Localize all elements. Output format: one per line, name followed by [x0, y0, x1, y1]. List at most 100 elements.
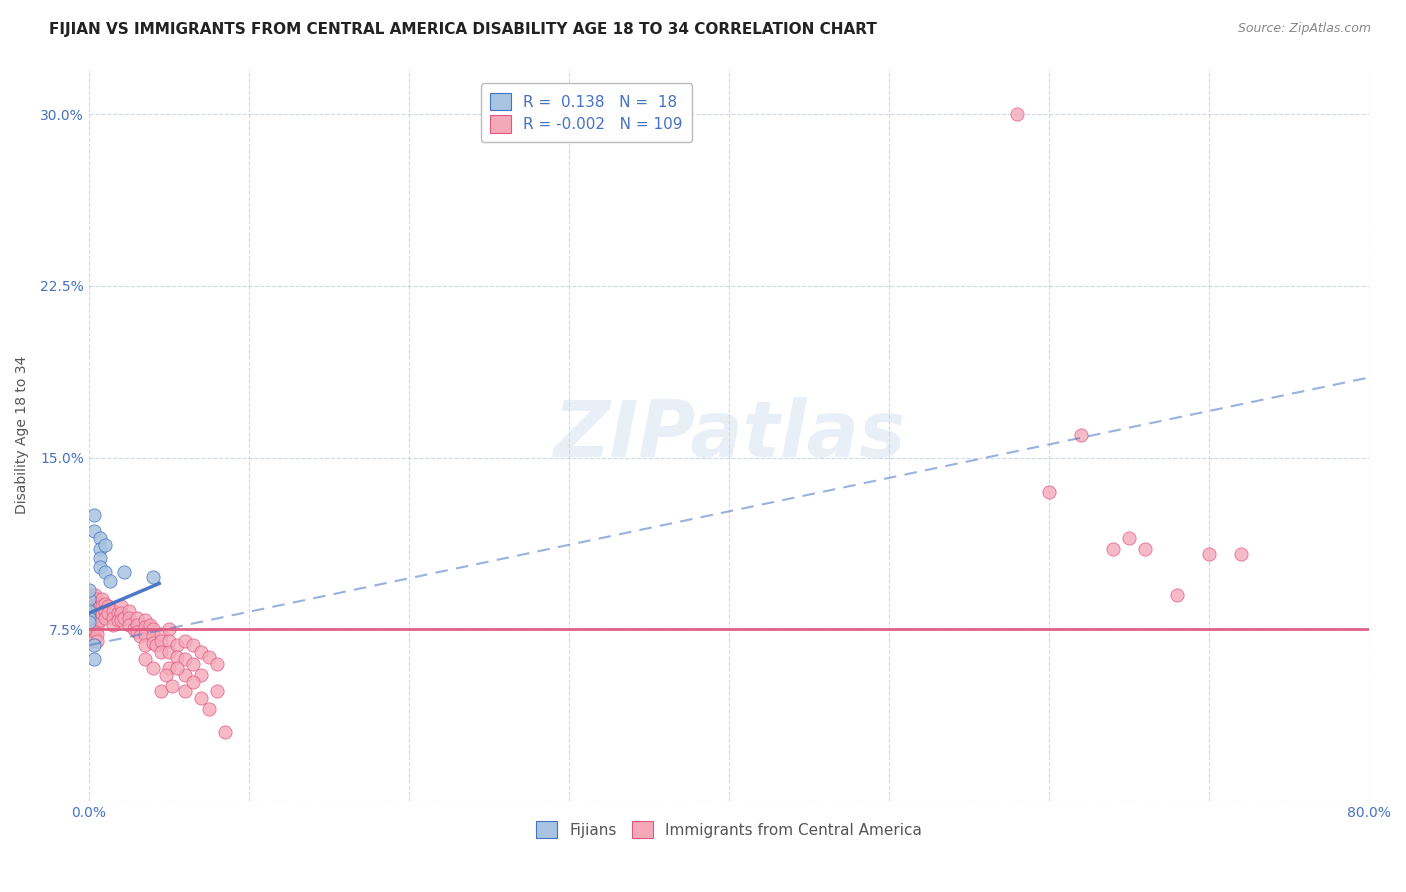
Point	[157, 661, 180, 675]
Point	[86, 606, 108, 620]
Point	[98, 574, 121, 589]
Point	[122, 622, 145, 636]
Point	[205, 657, 228, 671]
Point	[84, 624, 107, 639]
Point	[145, 638, 167, 652]
Text: FIJIAN VS IMMIGRANTS FROM CENTRAL AMERICA DISABILITY AGE 18 TO 34 CORRELATION CH: FIJIAN VS IMMIGRANTS FROM CENTRAL AMERIC…	[49, 22, 877, 37]
Point	[118, 604, 141, 618]
Point	[89, 613, 111, 627]
Point	[149, 627, 172, 641]
Point	[129, 629, 152, 643]
Point	[89, 551, 111, 566]
Point	[77, 592, 100, 607]
Point	[134, 627, 156, 641]
Point	[1230, 547, 1253, 561]
Point	[181, 657, 204, 671]
Point	[77, 611, 100, 625]
Point	[97, 599, 120, 614]
Point	[77, 604, 100, 618]
Point	[77, 583, 100, 598]
Point	[149, 684, 172, 698]
Point	[134, 652, 156, 666]
Text: ZIPatlas: ZIPatlas	[553, 397, 905, 473]
Point	[80, 627, 103, 641]
Point	[125, 624, 148, 639]
Point	[87, 604, 110, 618]
Point	[90, 606, 112, 620]
Point	[110, 599, 132, 614]
Point	[142, 661, 165, 675]
Point	[166, 661, 188, 675]
Point	[149, 645, 172, 659]
Point	[112, 565, 135, 579]
Point	[83, 652, 105, 666]
Point	[1198, 547, 1220, 561]
Point	[166, 649, 188, 664]
Point	[77, 606, 100, 620]
Point	[142, 569, 165, 583]
Point	[94, 604, 117, 618]
Point	[181, 674, 204, 689]
Point	[90, 592, 112, 607]
Point	[1005, 107, 1028, 121]
Point	[173, 652, 195, 666]
Point	[80, 633, 103, 648]
Point	[1118, 531, 1140, 545]
Point	[77, 615, 100, 630]
Point	[1166, 588, 1188, 602]
Point	[1133, 542, 1156, 557]
Point	[77, 624, 100, 639]
Point	[77, 629, 100, 643]
Point	[149, 633, 172, 648]
Point	[97, 606, 120, 620]
Point	[190, 690, 212, 705]
Point	[101, 604, 124, 618]
Point	[89, 531, 111, 545]
Point	[160, 680, 183, 694]
Point	[80, 592, 103, 607]
Point	[134, 620, 156, 634]
Point	[86, 613, 108, 627]
Point	[83, 638, 105, 652]
Point	[190, 668, 212, 682]
Point	[86, 599, 108, 614]
Point	[84, 617, 107, 632]
Point	[205, 684, 228, 698]
Point	[94, 565, 117, 579]
Point	[84, 597, 107, 611]
Point	[166, 638, 188, 652]
Point	[134, 613, 156, 627]
Point	[86, 627, 108, 641]
Point	[80, 613, 103, 627]
Point	[94, 597, 117, 611]
Point	[142, 622, 165, 636]
Point	[138, 617, 160, 632]
Point	[77, 599, 100, 614]
Legend: Fijians, Immigrants from Central America: Fijians, Immigrants from Central America	[530, 814, 928, 845]
Point	[84, 588, 107, 602]
Point	[86, 633, 108, 648]
Point	[89, 560, 111, 574]
Point	[157, 645, 180, 659]
Point	[80, 606, 103, 620]
Point	[84, 604, 107, 618]
Point	[118, 611, 141, 625]
Point	[190, 645, 212, 659]
Point	[84, 632, 107, 646]
Point	[80, 620, 103, 634]
Point	[87, 611, 110, 625]
Point	[173, 668, 195, 682]
Point	[214, 725, 236, 739]
Y-axis label: Disability Age 18 to 34: Disability Age 18 to 34	[15, 356, 30, 514]
Point	[110, 613, 132, 627]
Point	[84, 611, 107, 625]
Point	[1038, 484, 1060, 499]
Point	[1102, 542, 1125, 557]
Point	[101, 611, 124, 625]
Text: Source: ZipAtlas.com: Source: ZipAtlas.com	[1237, 22, 1371, 36]
Point	[89, 599, 111, 614]
Point	[90, 599, 112, 614]
Point	[198, 702, 221, 716]
Point	[125, 617, 148, 632]
Point	[86, 620, 108, 634]
